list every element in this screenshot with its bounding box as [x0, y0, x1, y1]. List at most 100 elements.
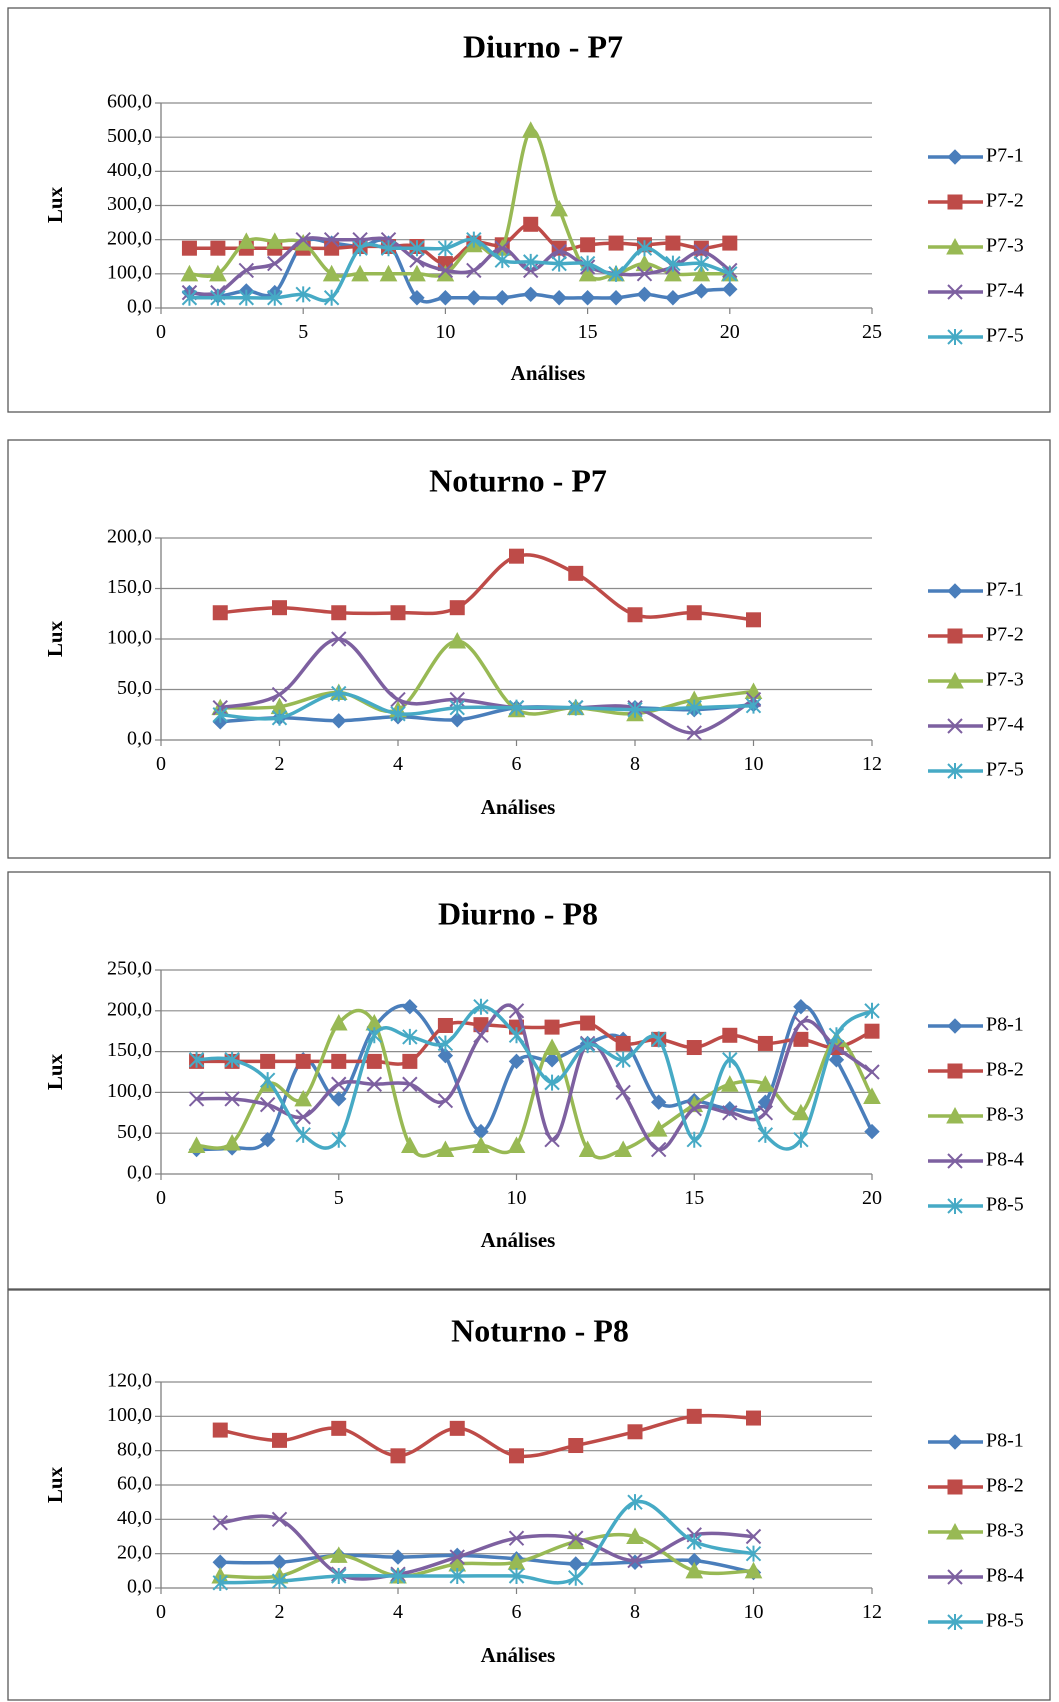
data-point: [722, 265, 738, 282]
data-point: [437, 262, 454, 279]
data-point: [635, 254, 654, 272]
legend-marker: [947, 1479, 963, 1495]
y-tick-label: 150,0: [107, 576, 152, 598]
data-point: [212, 1515, 228, 1531]
x-tick-label: 2: [275, 753, 285, 775]
y-tick-label: 0,0: [127, 728, 152, 750]
data-point: [636, 240, 653, 257]
data-point: [473, 998, 489, 1015]
x-tick-label: 20: [720, 321, 740, 343]
y-tick-label: 100,0: [107, 627, 152, 649]
data-point: [744, 1561, 763, 1579]
y-tick-label: 0,0: [127, 296, 152, 318]
y-tick-label: 150,0: [107, 1039, 152, 1061]
data-point: [608, 290, 624, 306]
data-point: [402, 999, 418, 1015]
data-point: [466, 262, 482, 279]
data-point: [551, 290, 567, 306]
data-point: [494, 240, 510, 256]
data-point: [757, 1035, 773, 1051]
legend-label: P8-1: [986, 1430, 1024, 1452]
data-point: [746, 1410, 761, 1426]
chart-2: Noturno - P7 0,0 50,0 100,0 150,0 200,0 0 2 4 6 8 1…: [7, 439, 1051, 859]
data-point: [212, 1574, 228, 1591]
y-tick-label: 100,0: [107, 1080, 152, 1102]
data-point: [686, 699, 702, 716]
data-point: [437, 1092, 454, 1109]
series-P7-5: [212, 685, 762, 726]
data-point: [578, 264, 597, 282]
data-point: [181, 289, 198, 306]
legend-label: P8-2: [986, 1059, 1024, 1081]
data-point: [436, 1140, 455, 1158]
data-point: [665, 255, 681, 272]
legend-marker: [946, 1522, 964, 1540]
x-tick-label: 4: [393, 1601, 403, 1623]
data-point: [568, 1530, 584, 1546]
x-tick-label: 12: [862, 1601, 882, 1623]
y-tick-label: 400,0: [107, 159, 152, 181]
y-tick-label: 600,0: [107, 91, 152, 113]
data-point: [551, 255, 567, 272]
data-point: [271, 709, 288, 726]
data-point: [390, 1448, 406, 1464]
x-tick-label: 10: [507, 1187, 527, 1209]
data-point: [449, 600, 465, 616]
y-tick-label: 80,0: [117, 1438, 152, 1460]
legend-entry: P8-1: [928, 1014, 1024, 1036]
y-axis-label: Lux: [43, 620, 67, 657]
data-point: [693, 243, 710, 260]
data-point: [437, 290, 454, 306]
data-point: [508, 1053, 525, 1070]
data-point: [568, 565, 584, 581]
data-point: [523, 216, 539, 232]
data-point: [508, 1530, 525, 1546]
data-point: [615, 1051, 631, 1068]
series-line: [218, 1532, 756, 1580]
legend-marker: [947, 1153, 963, 1169]
data-point: [331, 1131, 347, 1148]
y-tick-label: 60,0: [117, 1473, 152, 1495]
data-point: [608, 265, 624, 282]
data-point: [665, 290, 681, 306]
data-point: [472, 1136, 490, 1153]
x-tick-label: 5: [334, 1187, 344, 1209]
series-P7-5: [181, 231, 738, 306]
x-tick-label: 6: [512, 1601, 522, 1623]
data-point: [793, 999, 809, 1015]
x-axis-label: Análises: [481, 795, 556, 819]
data-point: [390, 1567, 406, 1584]
data-point: [579, 1037, 596, 1054]
data-point: [627, 1494, 643, 1511]
data-point: [722, 1051, 738, 1068]
y-tick-label: 100,0: [107, 261, 152, 283]
series-line: [218, 1413, 756, 1459]
data-point: [379, 264, 398, 282]
data-point: [494, 290, 510, 306]
data-point: [665, 235, 681, 251]
y-tick-label: 120,0: [107, 1370, 152, 1392]
x-tick-label: 10: [435, 321, 455, 343]
legend-label: P7-3: [986, 235, 1024, 257]
x-tick-label: 10: [744, 1601, 764, 1623]
data-point: [863, 1087, 881, 1104]
data-point: [649, 1120, 668, 1137]
data-point: [224, 1091, 240, 1107]
legend-entry: P7-3: [928, 669, 1024, 691]
data-point: [608, 235, 624, 251]
data-point: [627, 607, 643, 623]
legend-label: P7-4: [986, 280, 1024, 302]
legend-marker: [946, 671, 964, 689]
series-P7-2: [212, 548, 761, 628]
series-P8-5: [212, 1494, 762, 1591]
data-point: [686, 1101, 702, 1117]
x-tick-label: 12: [862, 753, 882, 775]
data-point: [331, 1091, 347, 1107]
data-point: [544, 1074, 560, 1091]
data-point: [329, 1546, 348, 1563]
data-point: [272, 1432, 287, 1448]
data-point: [181, 240, 197, 256]
y-tick-label: 250,0: [107, 958, 152, 980]
legend-label: P7-1: [986, 145, 1024, 167]
legend-entry: P8-2: [928, 1059, 1024, 1081]
